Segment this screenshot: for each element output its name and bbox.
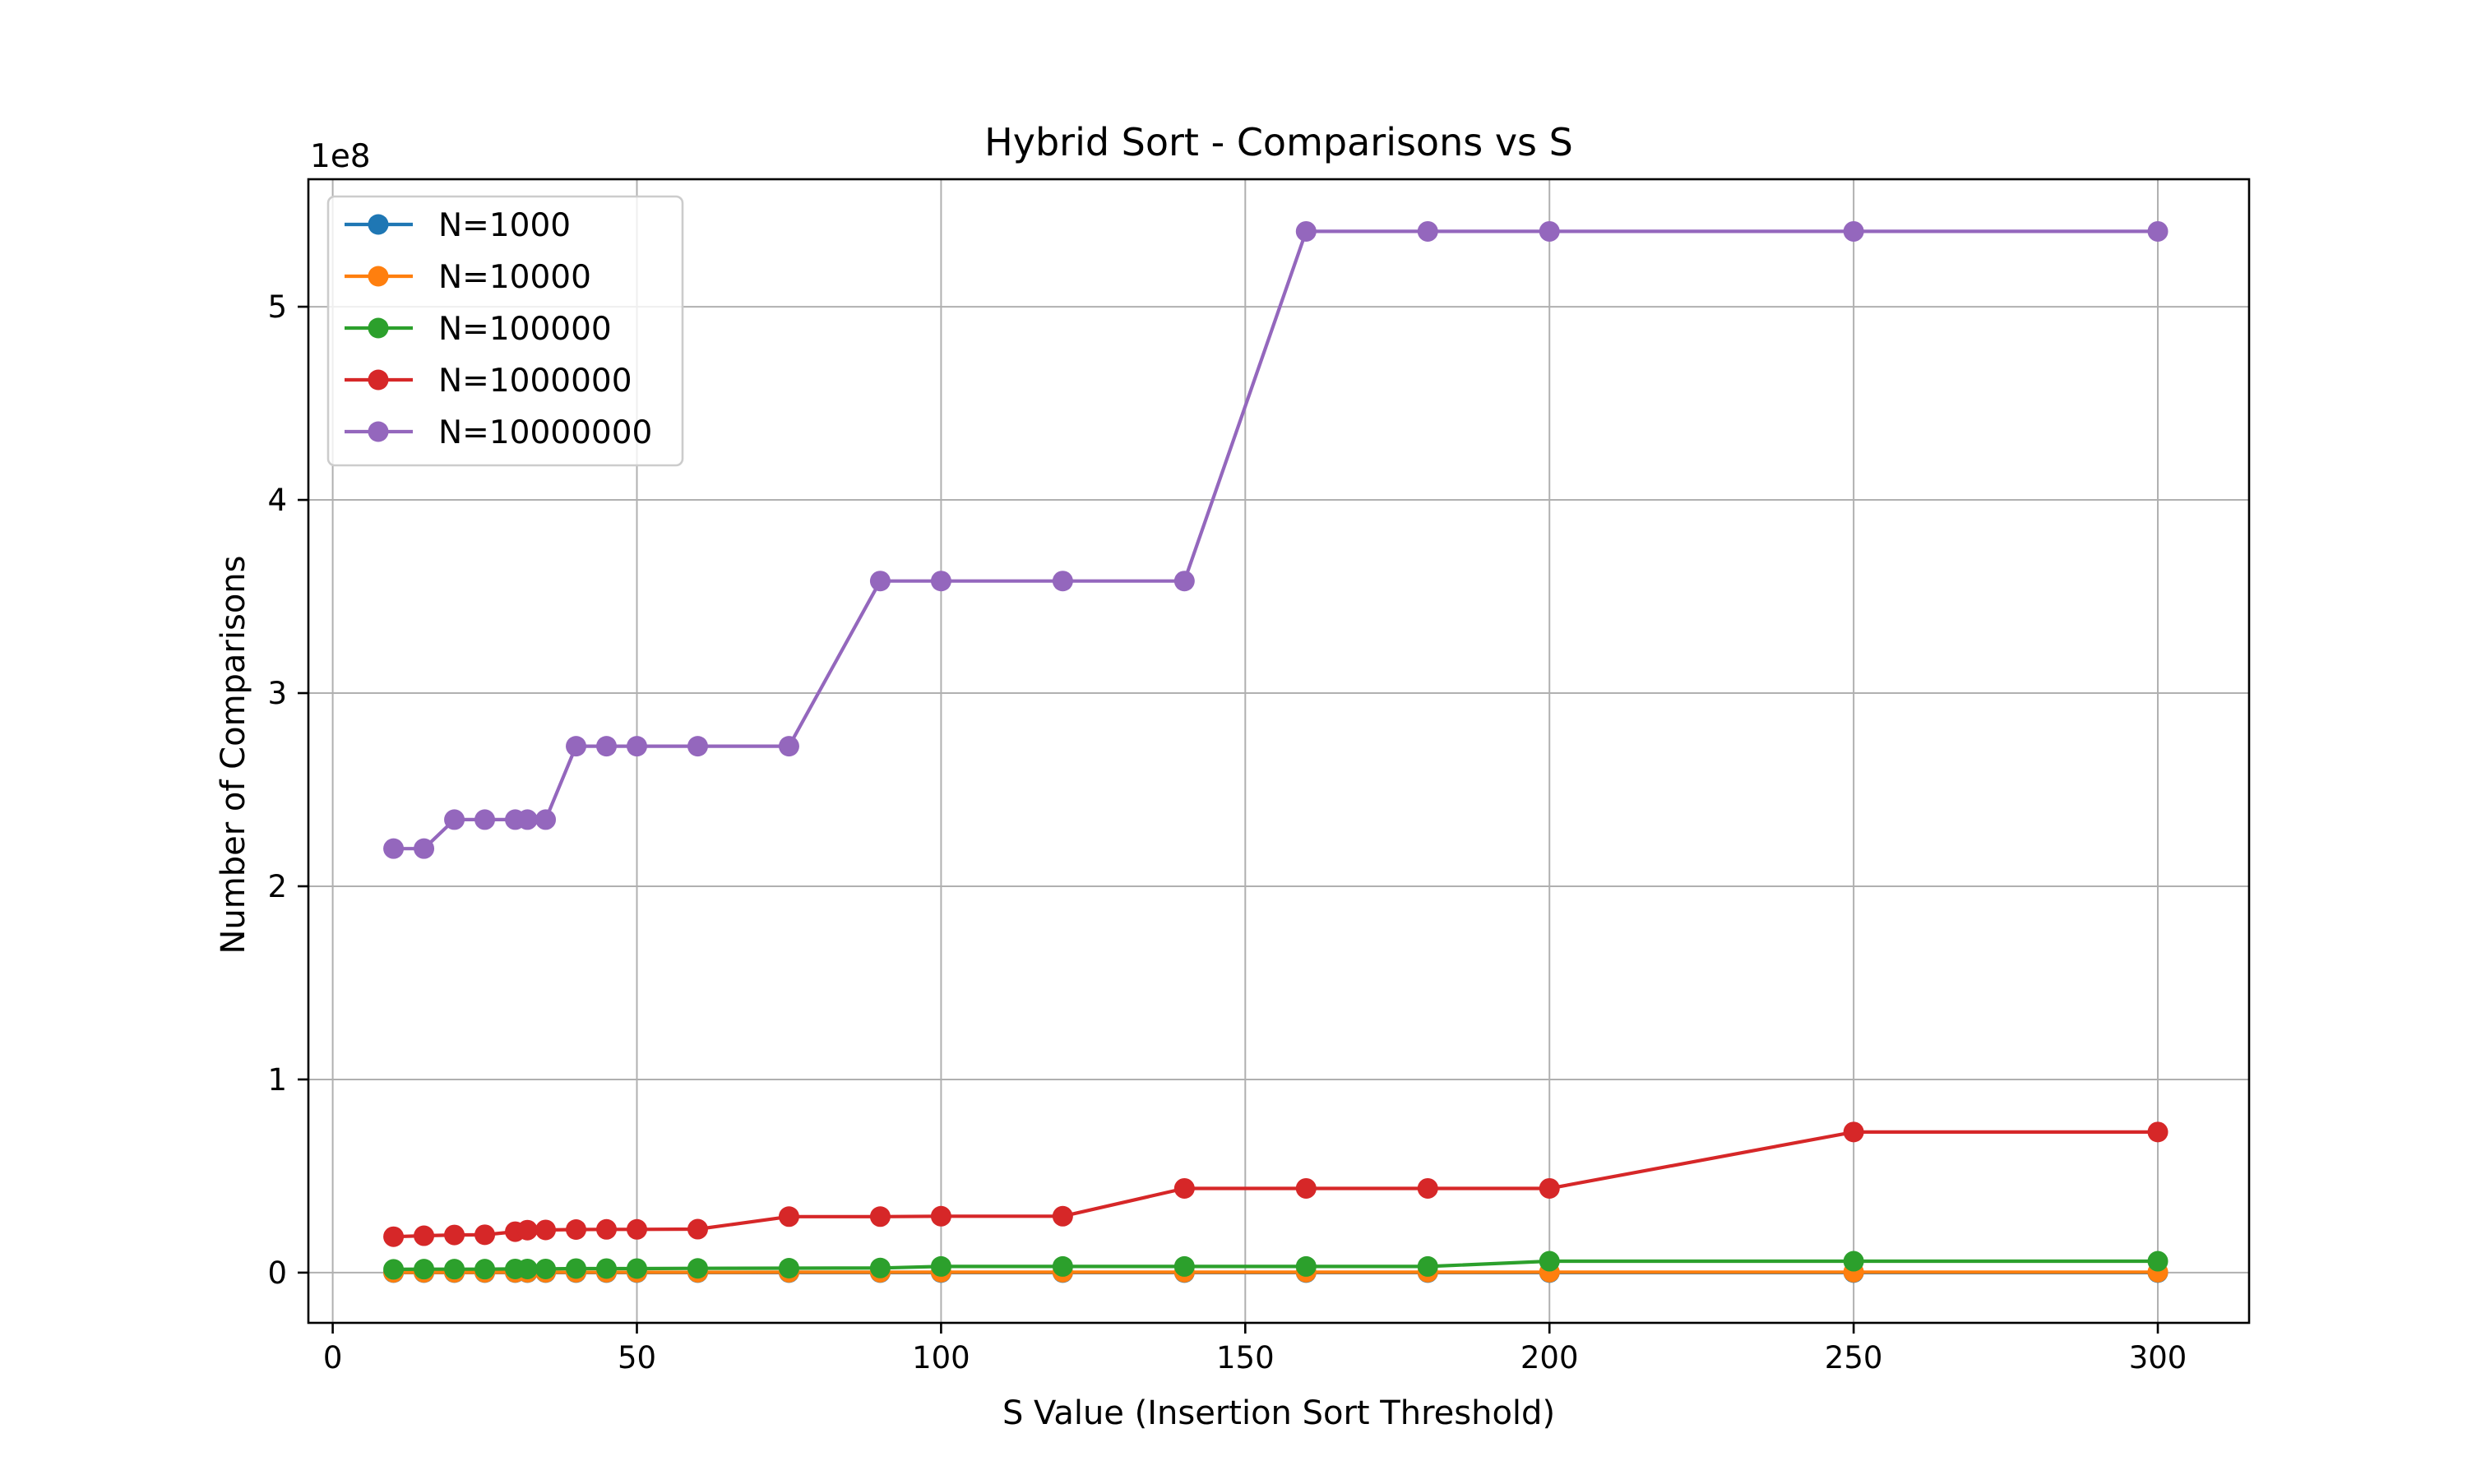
legend-label: N=10000000: [438, 414, 652, 451]
data-point: [444, 809, 465, 830]
data-point: [596, 1219, 617, 1240]
data-point: [444, 1259, 465, 1279]
data-point: [517, 1220, 538, 1241]
data-point: [1844, 1121, 1864, 1142]
data-point: [1844, 221, 1864, 242]
data-point: [517, 1259, 538, 1279]
legend-marker: [368, 215, 389, 235]
x-tick-label: 300: [2129, 1340, 2187, 1375]
data-point: [2148, 221, 2168, 242]
data-point: [687, 1219, 708, 1240]
data-point: [1418, 221, 1438, 242]
data-point: [1418, 1256, 1438, 1277]
y-offset-label: 1e8: [310, 138, 371, 175]
data-point: [2148, 1251, 2168, 1272]
legend-marker: [368, 266, 389, 287]
data-point: [535, 1219, 556, 1240]
data-point: [1296, 1256, 1317, 1277]
data-point: [1539, 221, 1560, 242]
data-point: [931, 1206, 951, 1227]
y-axis-label: Number of Comparisons: [215, 556, 252, 955]
data-point: [627, 1219, 647, 1240]
data-point: [627, 736, 647, 756]
y-tick-label: 4: [267, 483, 287, 518]
data-point: [687, 736, 708, 756]
legend: N=1000 N=10000 N=100000 N=1000000 N=10000000: [328, 196, 683, 465]
y-tick-label: 2: [267, 869, 287, 904]
x-axis-label: S Value (Insertion Sort Threshold): [1002, 1394, 1555, 1432]
series-n-100000: [383, 1251, 2168, 1280]
legend-label: N=10000: [438, 259, 591, 296]
legend-label: N=100000: [438, 311, 612, 348]
y-tick-label: 5: [267, 289, 287, 325]
chart-title: Hybrid Sort - Comparisons vs S: [984, 120, 1573, 164]
x-tick-label: 250: [1825, 1340, 1883, 1375]
data-point: [931, 1256, 951, 1277]
data-point: [414, 1259, 434, 1279]
data-point: [779, 1206, 799, 1227]
data-point: [596, 1258, 617, 1278]
data-point: [414, 1226, 434, 1246]
y-tick-label: 1: [267, 1062, 287, 1098]
data-point: [1539, 1251, 1560, 1272]
data-point: [383, 839, 404, 859]
data-point: [474, 1224, 495, 1245]
data-point: [1296, 221, 1317, 242]
data-point: [1539, 1178, 1560, 1199]
data-point: [535, 809, 556, 830]
data-point: [474, 1259, 495, 1279]
data-point: [870, 571, 891, 591]
legend-label: N=1000000: [438, 363, 632, 400]
data-point: [1053, 1206, 1073, 1227]
data-point: [1418, 1178, 1438, 1199]
x-tick-label: 100: [912, 1340, 970, 1375]
data-point: [1844, 1251, 1864, 1272]
x-tick-label: 200: [1520, 1340, 1579, 1375]
data-point: [1296, 1178, 1317, 1199]
data-point: [414, 839, 434, 859]
data-point: [566, 1258, 586, 1278]
data-point: [1174, 1178, 1195, 1199]
data-point: [1053, 571, 1073, 591]
data-point: [566, 1219, 586, 1240]
data-point: [1174, 1256, 1195, 1277]
data-point: [870, 1206, 891, 1227]
series-line: [394, 1261, 2158, 1269]
legend-marker: [368, 318, 389, 339]
data-point: [779, 736, 799, 756]
series-n-1000000: [383, 1121, 2168, 1246]
data-point: [1174, 571, 1195, 591]
data-point: [535, 1259, 556, 1279]
data-point: [517, 809, 538, 830]
x-tick-label: 0: [323, 1340, 343, 1375]
data-point: [444, 1225, 465, 1246]
legend-label: N=1000: [438, 207, 571, 244]
y-tick-label: 3: [267, 676, 287, 711]
x-tick-label: 50: [618, 1340, 656, 1375]
data-point: [474, 809, 495, 830]
data-point: [779, 1258, 799, 1278]
data-point: [383, 1227, 404, 1247]
data-point: [566, 736, 586, 756]
x-tick-label: 150: [1216, 1340, 1275, 1375]
y-tick-label: 0: [267, 1255, 287, 1291]
data-point: [383, 1259, 404, 1279]
data-point: [627, 1258, 647, 1278]
data-point: [687, 1258, 708, 1278]
legend-marker: [368, 370, 389, 391]
legend-marker: [368, 422, 389, 442]
data-point: [596, 736, 617, 756]
data-point: [870, 1258, 891, 1278]
data-point: [2148, 1121, 2168, 1142]
series-line: [394, 1132, 2158, 1237]
data-point: [1053, 1256, 1073, 1277]
data-point: [931, 571, 951, 591]
